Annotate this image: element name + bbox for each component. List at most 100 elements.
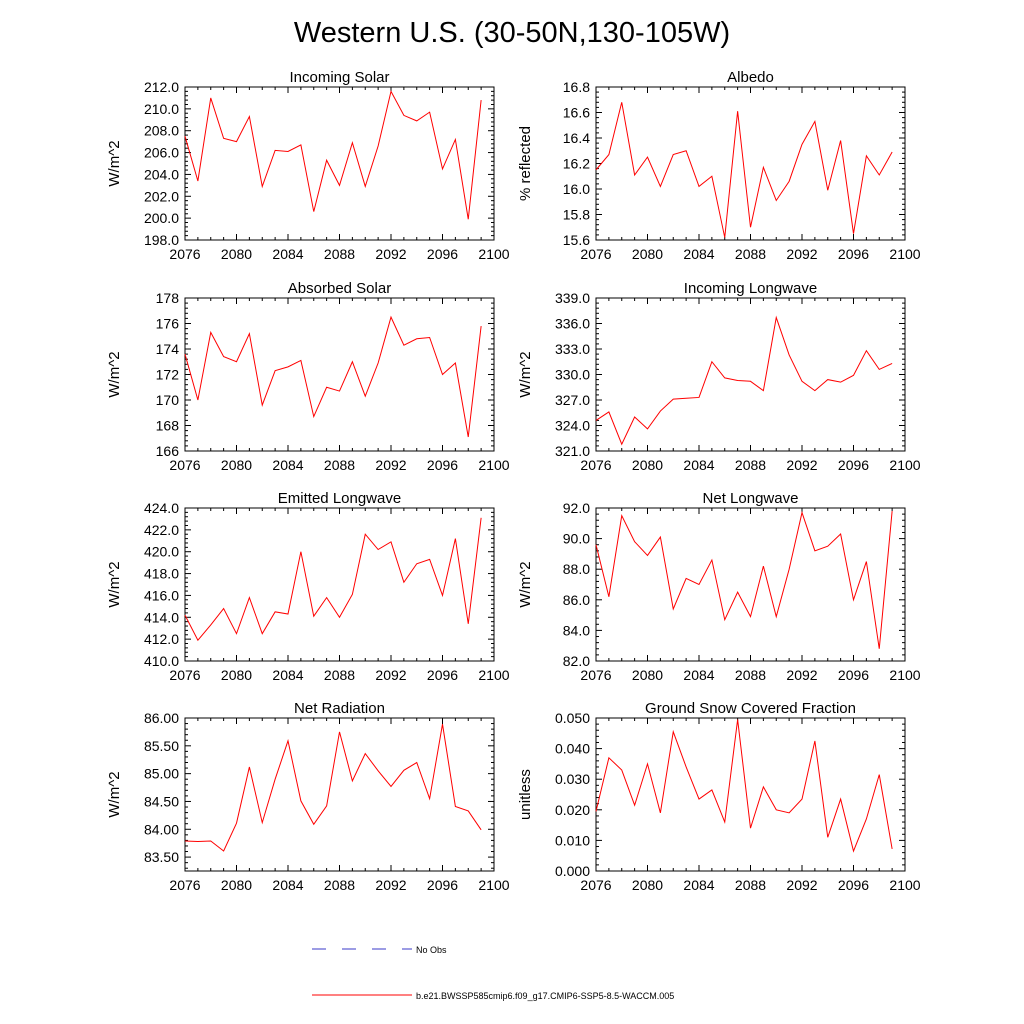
y-tick-label: 422.0: [144, 522, 179, 538]
y-tick-label: 210.0: [144, 101, 179, 117]
y-tick-label: 202.0: [144, 188, 179, 204]
x-tick-label: 2092: [786, 667, 817, 683]
y-tick-label: 333.0: [555, 341, 590, 357]
x-tick-label: 2084: [683, 877, 714, 893]
x-tick-label: 2088: [735, 877, 766, 893]
x-tick-label: 2100: [889, 246, 920, 262]
y-tick-label: 88.0: [563, 561, 590, 577]
panel-title: Albedo: [727, 69, 774, 86]
y-tick-label: 86.00: [144, 710, 179, 726]
y-tick-label: 198.0: [144, 232, 179, 248]
x-tick-label: 2076: [580, 877, 611, 893]
y-axis-label: W/m^2: [106, 561, 123, 607]
y-tick-label: 90.0: [563, 531, 590, 547]
y-tick-label: 321.0: [555, 443, 590, 459]
y-tick-label: 330.0: [555, 367, 590, 383]
x-tick-label: 2100: [478, 667, 509, 683]
x-tick-label: 2076: [580, 246, 611, 262]
x-tick-label: 2096: [427, 667, 458, 683]
y-tick-label: 16.2: [563, 156, 590, 172]
y-tick-label: 324.0: [555, 418, 590, 434]
chart-panel-3: Absorbed Solar W/m^2 2076 2080 2084 2088 2092 2…: [106, 280, 510, 473]
y-tick-label: 0.040: [555, 741, 590, 757]
legend: No Obs b.e21.BWSSP585cmip6.f09_g17.CMIP6-…: [312, 945, 674, 1001]
x-tick-label: 2096: [427, 457, 458, 473]
y-tick-label: 166: [156, 443, 180, 459]
y-tick-label: 172: [156, 367, 180, 383]
series-line: [184, 724, 482, 852]
panel-title: Incoming Longwave: [684, 280, 817, 297]
y-axis-label: W/m^2: [517, 561, 534, 607]
y-tick-label: 16.6: [563, 105, 590, 121]
x-tick-label: 2076: [169, 667, 200, 683]
y-tick-label: 92.0: [563, 500, 590, 516]
x-tick-label: 2100: [889, 457, 920, 473]
y-tick-label: 204.0: [144, 166, 179, 182]
x-tick-label: 2092: [786, 457, 817, 473]
y-axis-label: % reflected: [517, 126, 534, 201]
x-tick-label: 2096: [427, 877, 458, 893]
x-tick-label: 2092: [786, 246, 817, 262]
x-tick-label: 2080: [632, 877, 663, 893]
y-axis-label: W/m^2: [106, 351, 123, 397]
x-tick-label: 2100: [478, 457, 509, 473]
y-tick-label: 178: [156, 290, 180, 306]
y-tick-label: 339.0: [555, 290, 590, 306]
x-tick-label: 2100: [889, 667, 920, 683]
x-tick-label: 2088: [324, 246, 355, 262]
chart-panel-8: Ground Snow Covered Fraction unitless 2076…: [517, 700, 921, 893]
x-tick-label: 2084: [683, 457, 714, 473]
y-tick-label: 168: [156, 418, 180, 434]
x-tick-label: 2088: [324, 877, 355, 893]
y-tick-label: 86.0: [563, 592, 590, 608]
x-tick-label: 2076: [580, 457, 611, 473]
x-tick-label: 2096: [427, 246, 458, 262]
x-tick-label: 2080: [221, 457, 252, 473]
y-axis-label: W/m^2: [517, 351, 534, 397]
y-axis-label: W/m^2: [106, 140, 123, 186]
y-tick-label: 208.0: [144, 123, 179, 139]
x-tick-label: 2084: [683, 667, 714, 683]
y-tick-label: 16.8: [563, 79, 590, 95]
chart-panel-7: Net Radiation W/m^2 2076 2080 2084 2088 2092 20…: [106, 700, 510, 893]
series-line: [595, 315, 893, 446]
x-tick-label: 2080: [221, 246, 252, 262]
x-tick-label: 2088: [735, 246, 766, 262]
chart-panel-1: Incoming Solar W/m^2 2076 2080 2084 2088 2092 2…: [106, 69, 510, 262]
panel-title: Incoming Solar: [289, 69, 389, 86]
legend-label-2: b.e21.BWSSP585cmip6.f09_g17.CMIP6-SSP5-8…: [416, 991, 674, 1001]
x-tick-label: 2092: [375, 457, 406, 473]
x-tick-label: 2096: [838, 877, 869, 893]
y-tick-label: 84.00: [144, 821, 179, 837]
y-tick-label: 200.0: [144, 210, 179, 226]
x-tick-label: 2080: [632, 457, 663, 473]
x-tick-label: 2088: [735, 457, 766, 473]
x-tick-label: 2076: [580, 667, 611, 683]
panel-title: Emitted Longwave: [278, 490, 401, 507]
y-tick-label: 336.0: [555, 316, 590, 332]
y-tick-label: 0.030: [555, 771, 590, 787]
x-tick-label: 2092: [786, 877, 817, 893]
y-tick-label: 418.0: [144, 566, 179, 582]
x-tick-label: 2076: [169, 246, 200, 262]
x-tick-label: 2084: [272, 877, 303, 893]
x-tick-label: 2100: [478, 877, 509, 893]
y-axis-label: W/m^2: [106, 771, 123, 817]
x-tick-label: 2084: [272, 246, 303, 262]
x-tick-label: 2088: [735, 667, 766, 683]
y-tick-label: 0.010: [555, 832, 590, 848]
x-tick-label: 2080: [632, 246, 663, 262]
x-tick-label: 2080: [632, 667, 663, 683]
y-tick-label: 327.0: [555, 392, 590, 408]
x-tick-label: 2084: [272, 667, 303, 683]
y-tick-label: 84.0: [563, 622, 590, 638]
x-tick-label: 2088: [324, 457, 355, 473]
legend-label-1: No Obs: [416, 945, 447, 955]
y-tick-label: 416.0: [144, 587, 179, 603]
y-tick-label: 174: [156, 341, 180, 357]
panel-title: Ground Snow Covered Fraction: [645, 700, 856, 717]
x-tick-label: 2096: [838, 246, 869, 262]
chart-panel-5: Emitted Longwave W/m^2 2076 2080 2084 2088 209…: [106, 490, 510, 683]
y-tick-label: 0.020: [555, 802, 590, 818]
